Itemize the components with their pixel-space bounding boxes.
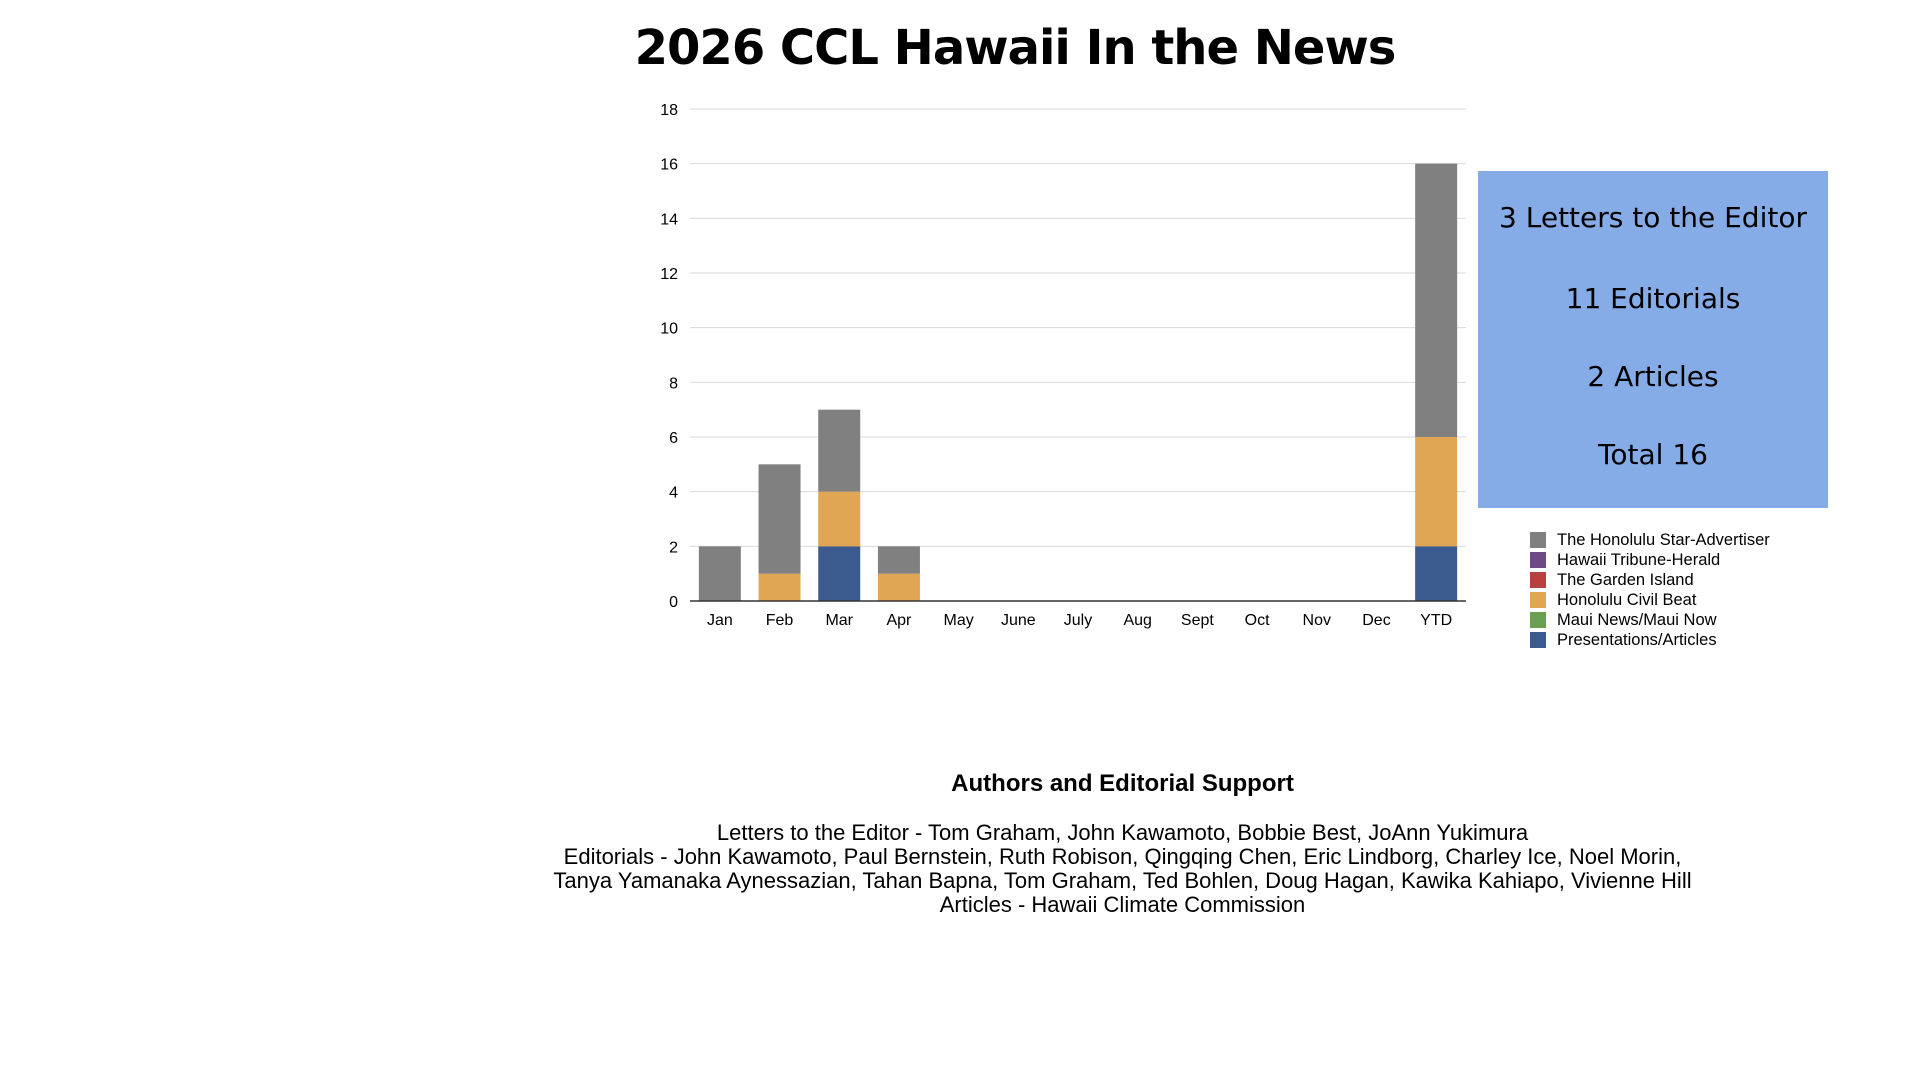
chart-legend: The Honolulu Star-Advertiser Hawaii Tribu… bbox=[1530, 530, 1770, 650]
legend-item: The Honolulu Star-Advertiser bbox=[1530, 530, 1770, 550]
y-tick-label: 10 bbox=[660, 321, 678, 338]
bar-segment bbox=[818, 409, 861, 492]
credits-editorials-1: Editorials - John Kawamoto, Paul Bernste… bbox=[563, 844, 1682, 869]
x-tick-label: Mar bbox=[825, 612, 853, 629]
x-tick-label: Apr bbox=[886, 612, 912, 629]
x-tick-label: Feb bbox=[766, 612, 794, 629]
legend-item: Honolulu Civil Beat bbox=[1530, 590, 1770, 610]
chart-title: 2026 CCL Hawaii In the News bbox=[634, 20, 1397, 76]
y-tick-label: 18 bbox=[660, 102, 678, 119]
bars bbox=[698, 163, 1458, 601]
credits-letters: Letters to the Editor - Tom Graham, John… bbox=[716, 820, 1529, 845]
bar-segment bbox=[818, 491, 861, 547]
x-tick-label: Dec bbox=[1362, 612, 1390, 629]
bar-segment bbox=[758, 573, 801, 601]
bar-segment bbox=[698, 546, 741, 601]
bar-segment bbox=[1415, 546, 1458, 601]
legend-label: Presentations/Articles bbox=[1557, 630, 1717, 649]
y-axis-ticks: 0 2 4 6 8 10 12 14 16 18 bbox=[660, 102, 678, 611]
legend-label: The Honolulu Star-Advertiser bbox=[1557, 530, 1770, 549]
x-tick-label: Oct bbox=[1245, 612, 1270, 629]
legend-swatch bbox=[1530, 632, 1546, 648]
summary-articles: 2 Articles bbox=[1587, 360, 1719, 393]
summary-total: Total 16 bbox=[1598, 438, 1708, 471]
y-tick-label: 8 bbox=[669, 375, 678, 392]
legend-swatch bbox=[1530, 532, 1546, 548]
gridlines bbox=[690, 108, 1466, 547]
y-tick-label: 16 bbox=[660, 157, 678, 174]
legend-label: Honolulu Civil Beat bbox=[1557, 590, 1697, 609]
legend-item: Presentations/Articles bbox=[1530, 630, 1770, 650]
summary-box: 3 Letters to the Editor 11 Editorials 2 … bbox=[1478, 171, 1828, 508]
summary-letters: 3 Letters to the Editor bbox=[1499, 201, 1807, 234]
y-tick-label: 12 bbox=[660, 266, 678, 283]
x-tick-label: May bbox=[943, 612, 973, 629]
x-tick-label: Jan bbox=[707, 612, 733, 629]
x-tick-label: July bbox=[1064, 612, 1092, 629]
legend-label: Maui News/Maui Now bbox=[1557, 610, 1717, 629]
legend-swatch bbox=[1530, 612, 1546, 628]
bar-segment bbox=[877, 546, 920, 574]
bar-segment bbox=[758, 464, 801, 574]
credits-heading: Authors and Editorial Support bbox=[951, 770, 1294, 797]
y-tick-label: 14 bbox=[660, 211, 678, 228]
x-tick-label: June bbox=[1001, 612, 1036, 629]
x-tick-label: Sept bbox=[1181, 612, 1214, 629]
legend-label: The Garden Island bbox=[1557, 570, 1694, 589]
credits-editorials-2: Tanya Yamanaka Aynessazian, Tahan Bapna,… bbox=[553, 868, 1692, 893]
y-tick-label: 2 bbox=[669, 539, 678, 556]
y-tick-label: 0 bbox=[669, 594, 678, 611]
credits-articles: Articles - Hawaii Climate Commission bbox=[939, 892, 1306, 917]
legend-item: The Garden Island bbox=[1530, 570, 1770, 590]
summary-editorials: 11 Editorials bbox=[1565, 282, 1741, 315]
legend-swatch bbox=[1530, 552, 1546, 568]
y-tick-label: 4 bbox=[669, 485, 678, 502]
x-tick-label: Aug bbox=[1123, 612, 1151, 629]
bar-segment bbox=[1415, 163, 1458, 437]
x-tick-label: YTD bbox=[1420, 612, 1452, 629]
bar-segment bbox=[818, 546, 861, 601]
legend-swatch bbox=[1530, 592, 1546, 608]
x-tick-label: Nov bbox=[1303, 612, 1331, 629]
legend-item: Hawaii Tribune-Herald bbox=[1530, 550, 1770, 570]
legend-item: Maui News/Maui Now bbox=[1530, 610, 1770, 630]
x-axis-ticks: Jan Feb Mar Apr May June July Aug Sept Oct Nov Dec Y… bbox=[707, 612, 1452, 629]
y-tick-label: 6 bbox=[669, 430, 678, 447]
legend-label: Hawaii Tribune-Herald bbox=[1557, 550, 1721, 569]
legend-swatch bbox=[1530, 572, 1546, 588]
bar-segment bbox=[1415, 437, 1458, 547]
bar-segment bbox=[877, 573, 920, 601]
